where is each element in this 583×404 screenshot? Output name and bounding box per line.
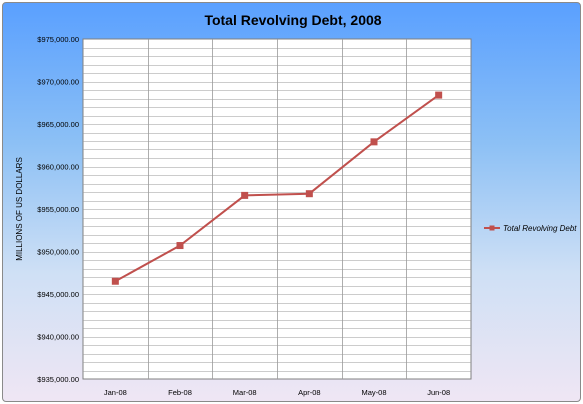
y-tick-label: $975,000.00 (37, 35, 79, 44)
y-tick-label: $935,000.00 (37, 375, 79, 384)
data-point-marker (111, 277, 119, 285)
data-point-marker (176, 242, 184, 250)
data-point-marker (435, 91, 443, 99)
x-tick-label: Feb-08 (168, 388, 192, 397)
x-tick-label: May-08 (361, 388, 386, 397)
legend: Total Revolving Debt (484, 224, 577, 233)
y-tick-label: $970,000.00 (37, 78, 79, 87)
y-tick-label: $945,000.00 (37, 290, 79, 299)
y-axis-label: MILLIONS OF US DOLLARS (15, 157, 24, 261)
legend-marker-swatch (489, 225, 495, 231)
y-tick-label: $960,000.00 (37, 163, 79, 172)
data-point-marker (305, 190, 313, 198)
legend-label: Total Revolving Debt (503, 224, 577, 233)
y-tick-label: $955,000.00 (37, 205, 79, 214)
x-tick-label: Mar-08 (233, 388, 257, 397)
y-axis-tick-labels: $935,000.00 $940,000.00 $945,000.00 $950,00… (37, 35, 79, 384)
y-tick-label: $940,000.00 (37, 333, 79, 342)
x-tick-label: Jan-08 (104, 388, 127, 397)
chart-title: Total Revolving Debt, 2008 (204, 12, 381, 28)
series-layer (111, 91, 443, 285)
line-chart: $935,000.00 $940,000.00 $945,000.00 $950,00… (15, 12, 577, 397)
data-point-marker (370, 138, 378, 146)
x-tick-label: Jun-08 (427, 388, 450, 397)
x-axis-tick-labels: Jan-08 Feb-08 Mar-08 Apr-08 May-08 Jun-08 (104, 388, 450, 397)
data-point-marker (241, 191, 249, 199)
series-line (114, 94, 440, 283)
plot-area (82, 38, 472, 380)
grid-lines (83, 39, 471, 379)
y-tick-label: $950,000.00 (37, 248, 79, 257)
x-tick-label: Apr-08 (298, 388, 321, 397)
y-tick-label: $965,000.00 (37, 120, 79, 129)
